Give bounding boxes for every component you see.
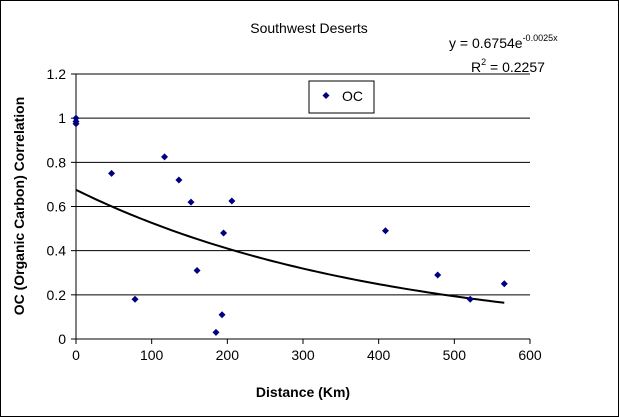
data-point: [193, 267, 201, 275]
legend-label: OC: [342, 88, 363, 104]
data-point: [161, 153, 169, 161]
legend-marker: [322, 92, 330, 99]
data-point: [72, 120, 80, 128]
data-point: [108, 169, 116, 177]
data-point: [466, 295, 474, 303]
legend-box: [308, 80, 375, 114]
equation-exponent: -0.0025x: [523, 33, 559, 43]
x-tick-label: 200: [216, 347, 240, 363]
r-squared-value: = 0.2257: [486, 59, 545, 75]
data-point: [175, 176, 183, 184]
data-points: [72, 114, 508, 336]
data-point: [220, 229, 228, 237]
data-point: [187, 198, 195, 206]
exponential-trendline: [75, 188, 505, 304]
y-tick-label: 0: [58, 331, 66, 347]
x-tick-label: 600: [518, 347, 542, 363]
y-tick-label: 1.2: [47, 66, 67, 82]
data-point: [228, 197, 236, 205]
data-point: [218, 311, 226, 319]
y-tick-label: 0.4: [47, 243, 67, 259]
equation-main: y = 0.6754e: [449, 35, 523, 51]
data-point: [381, 227, 389, 235]
x-tick-label: 100: [140, 347, 164, 363]
x-axis-ticks: 0 100 200 300 400 500 600: [72, 339, 542, 363]
legend: OC: [308, 80, 375, 114]
gridlines: [76, 73, 530, 296]
y-tick-label: 1: [58, 110, 66, 126]
y-tick-label: 0.8: [47, 154, 67, 170]
r-squared-symbol: R: [471, 59, 481, 75]
data-point: [434, 271, 442, 279]
x-tick-label: 400: [367, 347, 391, 363]
trendline-equation: y = 0.6754e-0.0025x: [449, 33, 558, 51]
data-point: [131, 295, 139, 303]
data-point: [212, 328, 220, 336]
data-point: [500, 280, 508, 288]
x-tick-label: 500: [443, 347, 467, 363]
y-axis-ticks: 0 0.2 0.4 0.6 0.8 1 1.2: [47, 66, 76, 347]
x-tick-label: 0: [72, 347, 80, 363]
x-axis-label: Distance (Km): [256, 384, 350, 400]
r-squared: R2 = 0.2257: [471, 57, 545, 75]
y-axis-label: OC (Organic Carbon) Correlation: [11, 97, 27, 316]
y-tick-label: 0.2: [47, 287, 67, 303]
chart-title: Southwest Deserts: [250, 20, 368, 36]
y-tick-label: 0.6: [47, 199, 67, 215]
x-tick-label: 300: [291, 347, 315, 363]
r-squared-power: 2: [481, 57, 486, 67]
